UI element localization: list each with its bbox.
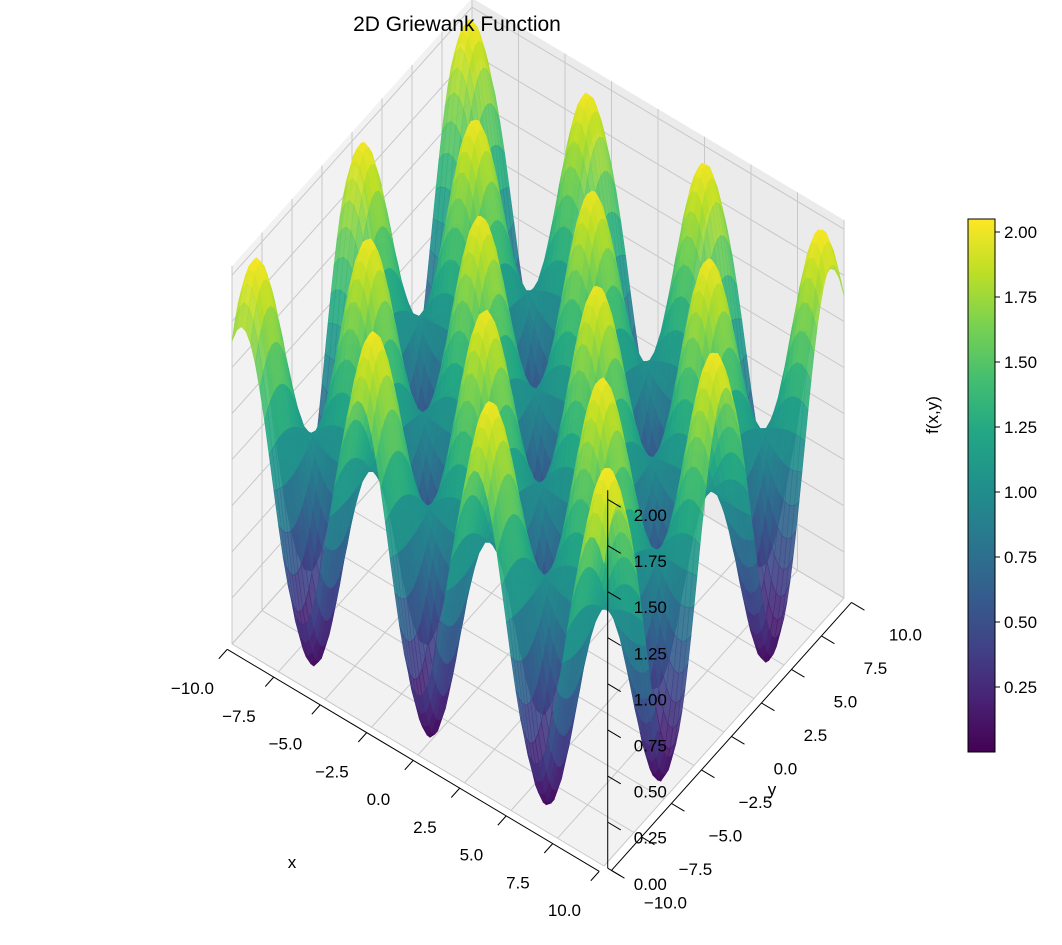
z-gridline	[231, 6, 845, 276]
surface-mesh	[231, 18, 845, 806]
